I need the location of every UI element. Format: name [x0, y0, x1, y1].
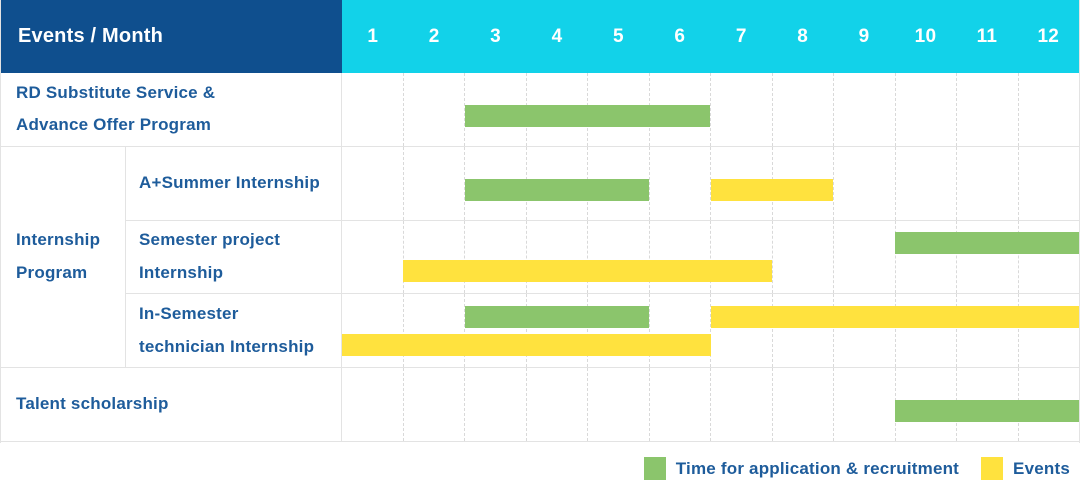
chart-row — [342, 368, 1079, 442]
month-grid-cell — [464, 368, 526, 441]
month-grid-cell — [648, 220, 711, 294]
gantt-bar-application — [464, 178, 650, 201]
month-grid-cell — [525, 368, 588, 441]
month-grid-cell — [894, 294, 957, 368]
month-header-8: 8 — [771, 0, 834, 73]
gantt-bar-application — [894, 400, 1079, 423]
month-header-10: 10 — [894, 0, 957, 73]
month-grid-cell — [648, 294, 711, 368]
month-grid-cell — [402, 73, 465, 146]
month-grid-cell — [342, 221, 403, 294]
month-grid-cell — [833, 368, 895, 441]
month-grid-cell — [342, 73, 403, 146]
month-grid-cell — [833, 146, 895, 220]
table-header-title: Events / Month — [1, 0, 342, 73]
month-grid-cell — [1017, 73, 1080, 146]
gantt-bar-event — [710, 306, 1079, 329]
month-grid-cell — [402, 368, 465, 441]
gantt-bar-application — [464, 105, 711, 128]
header-title-label: Events / Month — [18, 25, 164, 47]
legend-item-events: Events — [981, 457, 1070, 480]
month-grid-cell — [956, 220, 1018, 294]
row-label: Semester project Internship — [126, 220, 342, 295]
month-grid-cell — [833, 73, 895, 146]
month-grid-cell — [1017, 220, 1080, 294]
month-grid-cell — [894, 146, 957, 220]
month-grid-cell — [402, 220, 465, 294]
month-grid-cell — [710, 220, 772, 294]
month-grid-cell — [342, 294, 403, 367]
month-grid-cell — [648, 146, 711, 220]
month-grid-cell — [771, 73, 834, 146]
month-header-4: 4 — [526, 0, 588, 73]
chart-row — [342, 73, 1079, 147]
month-header-5: 5 — [587, 0, 650, 73]
legend-item-application: Time for application & recruitment — [643, 457, 960, 480]
legend-label-application: Time for application & recruitment — [675, 458, 960, 478]
month-grid-cell — [771, 220, 834, 294]
month-header-9: 9 — [833, 0, 895, 73]
legend-label-events: Events — [1013, 458, 1070, 478]
gantt-bar-application — [464, 306, 650, 329]
row-label: A+Summer Internship — [126, 146, 342, 221]
month-grid-cell — [710, 146, 772, 220]
month-grid-cell — [710, 73, 772, 146]
month-grid-cell — [710, 294, 772, 368]
month-header-2: 2 — [403, 0, 465, 73]
month-header-12: 12 — [1017, 0, 1079, 73]
month-grid-cell — [464, 220, 526, 294]
month-header-11: 11 — [956, 0, 1018, 73]
month-grid-cell — [894, 73, 957, 146]
gantt-bar-event — [342, 333, 711, 356]
month-grid-cell — [464, 73, 526, 146]
group-label-text: Internship Program — [16, 230, 101, 282]
month-grid-cell — [710, 368, 772, 441]
month-grid-cell — [402, 146, 465, 220]
chart-row — [342, 220, 1080, 295]
month-header-7: 7 — [710, 0, 772, 73]
events-month-table: Events / Month 1 2 3 4 5 6 7 8 9 10 11 12 Internship… — [0, 0, 1080, 443]
month-grid-cell — [1017, 146, 1080, 220]
month-grid-cell — [771, 294, 834, 368]
month-grid-cell — [956, 73, 1018, 146]
month-grid-cell — [587, 220, 649, 294]
row-label: In-Semester technician Internship — [126, 294, 342, 369]
legend: Time for application & recruitment Event… — [0, 443, 1080, 494]
gantt-bar-event — [710, 178, 834, 201]
month-header-3: 3 — [464, 0, 527, 73]
month-header-1: 1 — [342, 0, 404, 73]
month-grid-cell — [342, 147, 403, 220]
yellow-swatch-icon — [981, 457, 1004, 480]
green-swatch-icon — [643, 457, 666, 480]
month-grid-cell — [771, 368, 834, 441]
month-grid-cell — [833, 294, 895, 368]
month-grid-cell — [587, 294, 649, 368]
row-label-text: RD Substitute Service & Advance Offer Pr… — [16, 82, 216, 135]
month-grid-cell — [464, 146, 526, 220]
chart-row — [342, 294, 1080, 369]
month-grid-cell — [833, 220, 895, 294]
month-grid-cell — [648, 368, 711, 441]
month-grid-cell — [956, 146, 1018, 220]
month-grid-cell — [464, 294, 526, 368]
month-grid-cell — [402, 294, 465, 368]
month-grid-cell — [956, 294, 1018, 368]
month-grid-cell — [1017, 294, 1080, 368]
chart-row — [342, 146, 1080, 221]
month-grid-cell — [894, 220, 957, 294]
gantt-bar-application — [894, 232, 1079, 255]
gantt-bar-event — [403, 259, 772, 282]
group-label-internship-program: Internship Program — [1, 146, 126, 369]
month-grid-cell — [587, 368, 649, 441]
month-grid-cell — [525, 294, 588, 368]
row-label: RD Substitute Service & Advance Offer Pr… — [1, 73, 342, 147]
row-label-text: Talent scholarship — [16, 394, 169, 414]
row-label: Talent scholarship — [1, 368, 342, 442]
month-grid-cell — [525, 220, 588, 294]
month-grid-cell — [342, 368, 403, 441]
month-header-6: 6 — [649, 0, 711, 73]
